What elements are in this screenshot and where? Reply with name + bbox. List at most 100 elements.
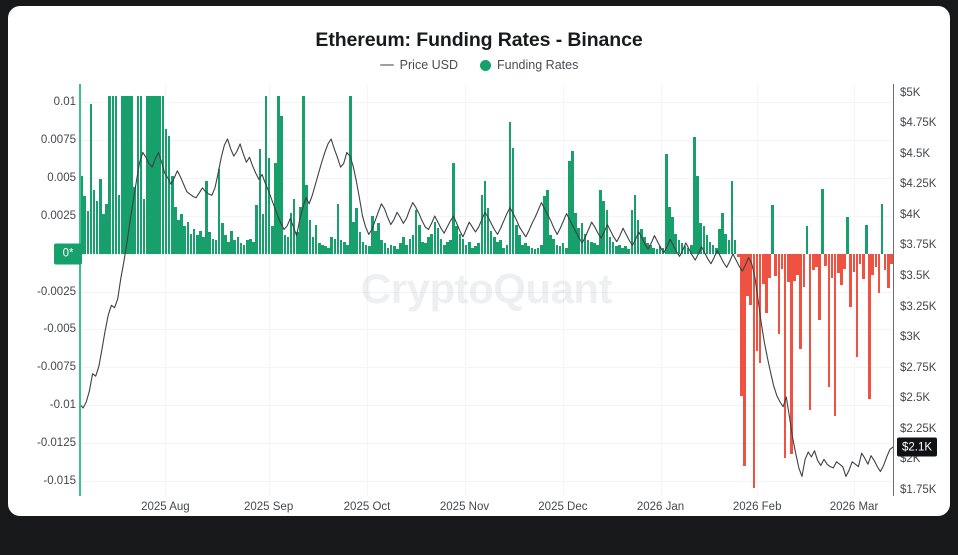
legend-label-funding-rates: Funding Rates <box>497 58 579 72</box>
funding-rate-bar <box>752 253 756 489</box>
funding-rate-bar <box>255 205 258 254</box>
funding-rate-bar <box>155 96 158 254</box>
funding-rate-bar <box>661 247 665 254</box>
left-axis-spine <box>79 84 81 496</box>
funding-rate-bar <box>346 244 349 254</box>
funding-rate-bar <box>530 247 534 254</box>
y-axis-left-tick-label: 0.0025 <box>40 209 76 222</box>
funding-rate-bar <box>639 229 643 254</box>
funding-rate-bar <box>267 158 271 254</box>
funding-rate-bar <box>364 244 368 254</box>
funding-rate-bar <box>439 238 443 254</box>
funding-rate-bar <box>736 253 740 257</box>
funding-rate-bar <box>811 253 815 271</box>
gridline <box>80 215 893 217</box>
funding-rate-bar <box>518 235 521 254</box>
funding-rate-bar <box>464 244 468 254</box>
funding-rate-bar <box>593 243 596 254</box>
funding-rate-bar <box>580 223 584 254</box>
funding-rate-bar <box>536 247 540 254</box>
funding-rate-bar <box>599 190 602 254</box>
funding-rate-bar <box>690 244 693 254</box>
funding-rate-bar <box>233 240 237 254</box>
funding-rate-bar <box>546 190 549 254</box>
funding-rate-bar <box>424 243 427 254</box>
funding-rate-bar <box>796 253 799 275</box>
gridline <box>80 405 893 407</box>
funding-rate-bar <box>552 238 556 254</box>
x-axis-tick-label: 2026 Jan <box>636 501 685 513</box>
funding-rate-bar <box>774 253 778 277</box>
funding-rate-bar <box>414 209 418 254</box>
y-axis-right-tick-label: $3.25K <box>900 300 937 313</box>
funding-rate-bar <box>436 227 440 254</box>
funding-rate-bar <box>596 244 599 254</box>
x-axis-tick-label: 2025 Dec <box>538 501 588 513</box>
gridline <box>80 102 893 104</box>
funding-rate-bar <box>768 253 771 278</box>
funding-rate-bar <box>242 244 246 254</box>
funding-rate-bar <box>840 253 843 286</box>
funding-rate-bar <box>746 253 749 297</box>
funding-rate-bar <box>846 217 849 254</box>
funding-rate-bar <box>239 243 243 254</box>
funding-rate-bar <box>314 224 318 254</box>
funding-rate-bar <box>827 253 831 387</box>
funding-rate-bar <box>614 246 618 254</box>
y-axis-left-tick-label: 0.01 <box>53 96 76 109</box>
funding-rate-bar <box>758 253 762 363</box>
y-axis-left-tick-label: 0.0075 <box>40 134 76 146</box>
funding-rate-bar <box>683 246 687 254</box>
funding-rate-bar <box>771 205 774 254</box>
gridlines <box>80 84 893 496</box>
funding-rate-bar <box>430 233 434 254</box>
funding-rate-bar <box>733 240 737 254</box>
funding-rate-bar <box>674 233 677 254</box>
y-axis-right-tick-label: $2.75K <box>900 361 937 374</box>
funding-rate-bar <box>377 223 380 254</box>
funding-rate-bar <box>836 253 840 274</box>
funding-rate-bar <box>389 244 393 254</box>
funding-rate-bar <box>564 247 568 254</box>
y-axis-right-tick-label: $4.5K <box>900 147 931 160</box>
funding-rate-bar <box>602 200 606 254</box>
funding-rate-bar <box>192 229 196 254</box>
x-axis: 2025 Aug 2025 Sep 2025 Oct 2025 Nov 2025 Dec… <box>80 501 893 516</box>
funding-rate-bar <box>280 115 283 254</box>
y-axis-right-tick-label: $2.5K <box>900 392 931 405</box>
funding-rate-bar <box>258 149 262 254</box>
funding-rate-bar <box>568 161 571 254</box>
funding-rate-bar <box>761 253 765 284</box>
funding-rate-bar <box>649 244 652 254</box>
funding-rate-bar <box>621 247 624 254</box>
funding-rate-bar <box>264 96 268 254</box>
funding-rate-bar <box>527 246 530 254</box>
funding-rate-bar <box>333 238 337 254</box>
funding-rate-bar <box>371 215 374 254</box>
funding-rate-bar <box>514 224 518 254</box>
funding-rate-bar <box>824 253 828 266</box>
funding-rate-bar <box>217 168 221 254</box>
funding-rate-bar <box>289 212 293 254</box>
funding-rate-bar <box>214 240 218 254</box>
funding-rate-bar <box>624 246 627 254</box>
legend-item-funding-rates[interactable]: Funding Rates <box>480 58 578 72</box>
funding-rate-bar <box>805 226 809 254</box>
funding-rate-bar <box>611 241 615 254</box>
funding-rate-bar <box>83 196 86 254</box>
funding-rate-bar <box>721 212 724 254</box>
plot-area[interactable]: CryptoQuant <box>80 84 893 496</box>
funding-rate-bar <box>417 224 421 254</box>
funding-rate-bar <box>249 238 252 254</box>
funding-rate-bar <box>605 209 609 254</box>
vertical-gridline <box>464 84 466 496</box>
vertical-gridline <box>165 84 167 496</box>
y-axis-right-tick-label: $3.75K <box>900 239 937 252</box>
legend-item-price[interactable]: Price USD <box>379 58 458 72</box>
funding-rate-bar <box>308 220 312 254</box>
funding-rate-bar <box>152 96 155 254</box>
line-marker-icon <box>379 64 394 66</box>
funding-rate-bar <box>427 236 430 254</box>
funding-rate-bar <box>555 244 559 254</box>
y-axis-left-tick-label: -0.0025 <box>36 285 76 298</box>
